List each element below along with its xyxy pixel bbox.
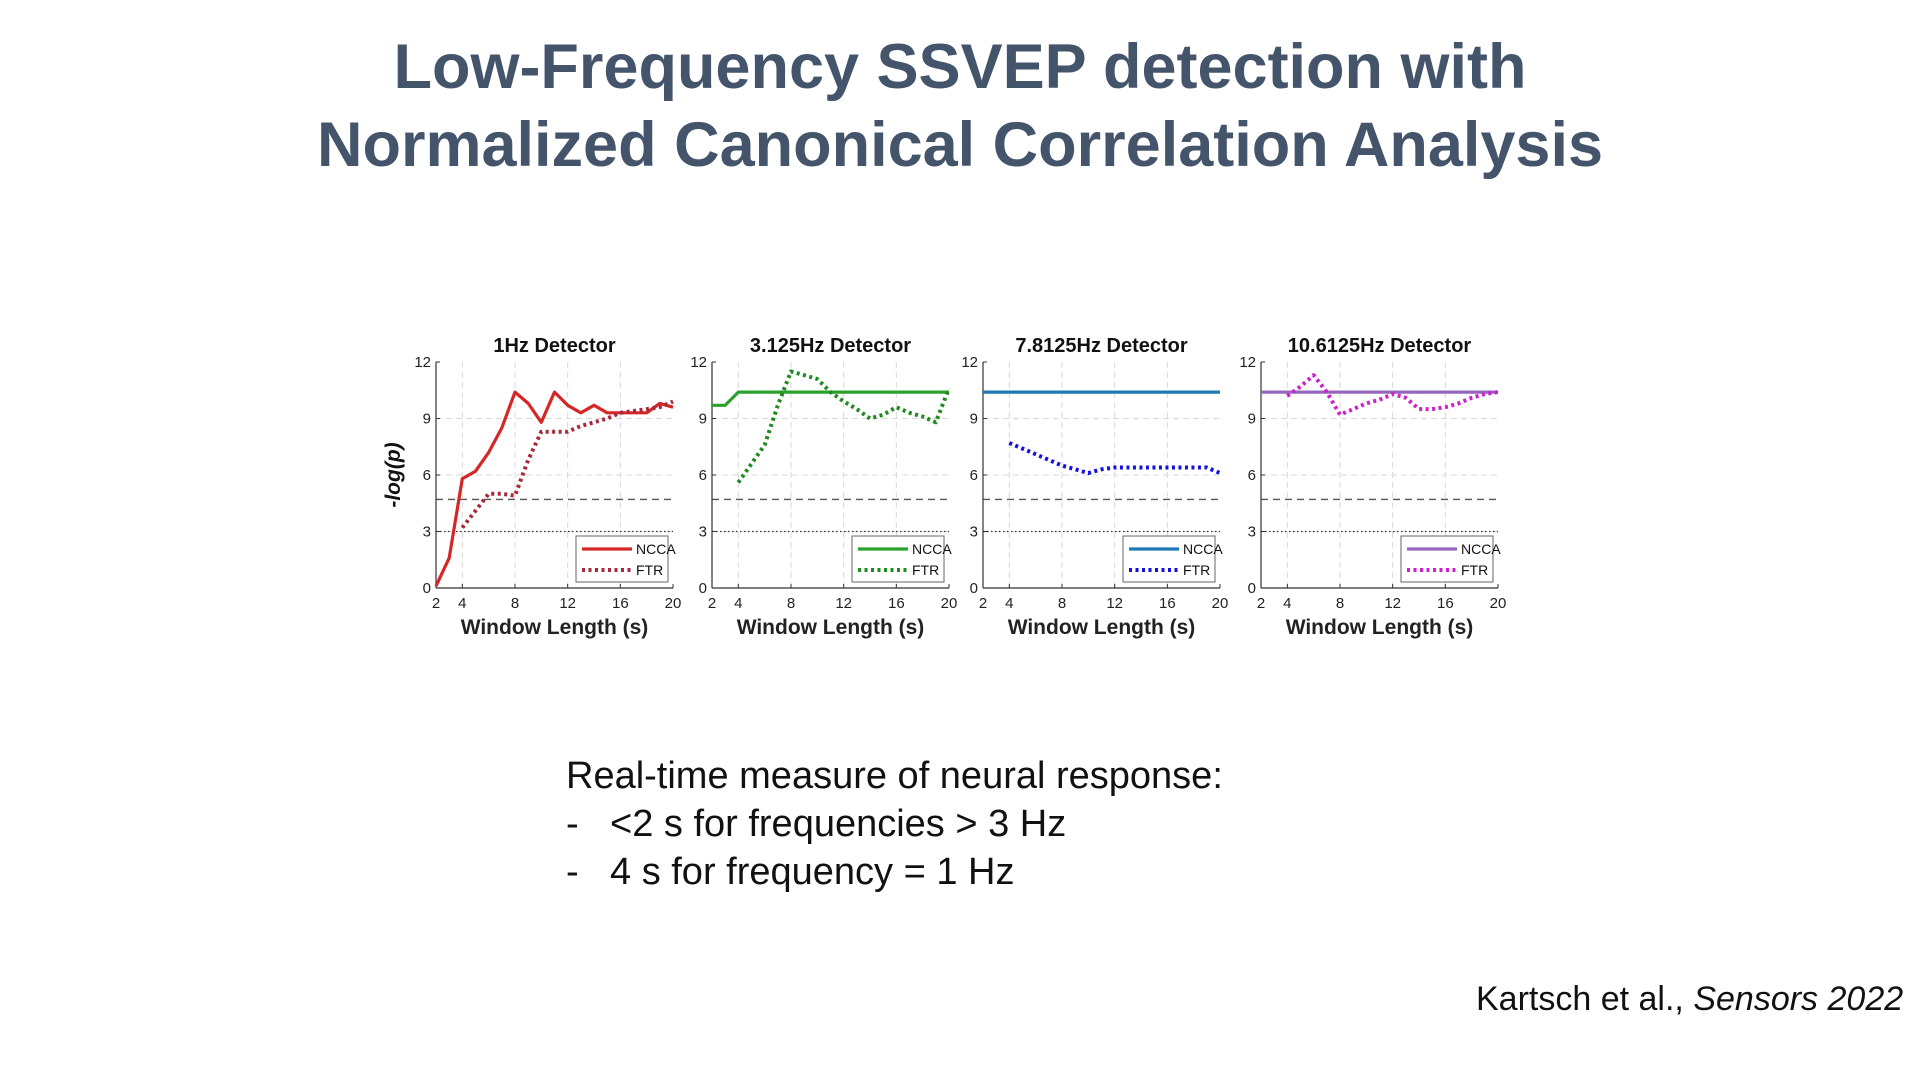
- title-line-2: Normalized Canonical Correlation Analysi…: [317, 110, 1603, 180]
- x-tick-label: 2: [1257, 595, 1265, 612]
- citation: Kartsch et al., Sensors 2022: [1476, 980, 1903, 1019]
- x-tick-label: 4: [458, 595, 466, 612]
- y-tick-label: 9: [699, 411, 707, 428]
- legend-label: FTR: [1183, 562, 1210, 578]
- citation-authors: Kartsch et al.,: [1476, 980, 1694, 1018]
- bullet-text-2: 4 s for frequency = 1 Hz: [610, 851, 1015, 893]
- y-tick-label: 6: [699, 467, 707, 484]
- y-tick-label: 6: [1248, 467, 1256, 484]
- x-tick-label: 4: [1005, 595, 1013, 612]
- legend-label: FTR: [912, 562, 939, 578]
- y-tick-label: 3: [423, 524, 431, 541]
- series-line-ftr: [736, 369, 951, 484]
- y-tick-label: 12: [961, 354, 978, 371]
- x-tick-label: 8: [1058, 595, 1066, 612]
- bullet-item-1: - <2 s for frequencies > 3 Hz: [566, 800, 1223, 848]
- x-axis-label: Window Length (s): [737, 616, 925, 639]
- legend-label: NCCA: [1461, 541, 1501, 557]
- slide-title: Low-Frequency SSVEP detection with Norma…: [0, 28, 1920, 184]
- x-tick-label: 20: [1490, 595, 1507, 612]
- y-tick-label: 6: [970, 467, 978, 484]
- x-axis-label: Window Length (s): [461, 616, 649, 639]
- y-tick-label: 6: [423, 467, 431, 484]
- chart-panel: 2 4 8 12 16 20 0 3 6 9 12 7.8125Hz Detector Window L…: [961, 335, 1228, 639]
- x-tick-label: 12: [1106, 595, 1123, 612]
- y-tick-label: 12: [1239, 354, 1256, 371]
- x-axis-label: Window Length (s): [1008, 616, 1196, 639]
- x-tick-label: 8: [787, 595, 795, 612]
- legend-box: [1122, 535, 1216, 583]
- x-tick-label: 2: [432, 595, 440, 612]
- chart-title: 7.8125Hz Detector: [1015, 335, 1188, 357]
- x-tick-label: 20: [665, 595, 682, 612]
- chart-panel: 2 4 8 12 16 20 0 3 6 9 12 10.6125Hz Detector Window …: [1239, 335, 1506, 639]
- x-tick-label: 12: [559, 595, 576, 612]
- series-line-ftr: [1008, 441, 1221, 476]
- x-tick-label: 16: [612, 595, 629, 612]
- x-tick-label: 4: [734, 595, 742, 612]
- x-tick-label: 16: [888, 595, 905, 612]
- series-line-ftr: [1286, 373, 1499, 417]
- notes-block: Real-time measure of neural response: - …: [566, 752, 1223, 896]
- y-tick-label: 0: [1248, 580, 1256, 597]
- x-tick-label: 2: [979, 595, 987, 612]
- x-tick-label: 20: [941, 595, 958, 612]
- y-tick-label: 3: [1248, 524, 1256, 541]
- x-tick-label: 16: [1159, 595, 1176, 612]
- bullet-dash: -: [566, 803, 579, 845]
- legend-label: FTR: [1461, 562, 1488, 578]
- y-tick-label: 0: [699, 580, 707, 597]
- y-tick-label: 12: [414, 354, 431, 371]
- x-tick-label: 16: [1437, 595, 1454, 612]
- x-tick-label: 12: [835, 595, 852, 612]
- legend-label: NCCA: [636, 541, 676, 557]
- x-axis-label: Window Length (s): [1286, 616, 1474, 639]
- chart-title: 10.6125Hz Detector: [1288, 335, 1472, 357]
- x-tick-label: 2: [708, 595, 716, 612]
- notes-heading: Real-time measure of neural response:: [566, 755, 1223, 797]
- x-tick-label: 4: [1283, 595, 1291, 612]
- y-tick-label: 9: [970, 411, 978, 428]
- bullet-dash: -: [566, 851, 579, 893]
- y-tick-label: 3: [699, 524, 707, 541]
- y-tick-label: 0: [423, 580, 431, 597]
- legend-label: NCCA: [1183, 541, 1223, 557]
- bullet-item-2: - 4 s for frequency = 1 Hz: [566, 848, 1223, 896]
- legend-box: [575, 535, 669, 583]
- chart-panel: 2 4 8 12 16 20 0 3 6 9 12 1Hz Detector Window Length…: [382, 335, 681, 639]
- legend-label: FTR: [636, 562, 663, 578]
- bullet-text-1: <2 s for frequencies > 3 Hz: [610, 803, 1067, 845]
- citation-journal: Sensors 2022: [1693, 980, 1904, 1018]
- x-tick-label: 8: [511, 595, 519, 612]
- title-line-1: Low-Frequency SSVEP detection with: [393, 32, 1527, 102]
- chart-title: 3.125Hz Detector: [750, 335, 911, 357]
- legend-box: [851, 535, 945, 583]
- x-tick-label: 12: [1384, 595, 1401, 612]
- legend-box: [1400, 535, 1494, 583]
- y-tick-label: 12: [690, 354, 707, 371]
- y-tick-label: 0: [970, 580, 978, 597]
- y-tick-label: 9: [423, 411, 431, 428]
- x-tick-label: 20: [1212, 595, 1229, 612]
- y-axis-label: -log(p): [382, 442, 405, 507]
- y-tick-label: 9: [1248, 411, 1256, 428]
- chart-title: 1Hz Detector: [493, 335, 615, 357]
- series-line-ftr: [460, 399, 674, 529]
- y-tick-label: 3: [970, 524, 978, 541]
- chart-panel: 2 4 8 12 16 20 0 3 6 9 12 3.125Hz Detector Window Le…: [690, 335, 957, 639]
- x-tick-label: 8: [1336, 595, 1344, 612]
- legend-label: NCCA: [912, 541, 952, 557]
